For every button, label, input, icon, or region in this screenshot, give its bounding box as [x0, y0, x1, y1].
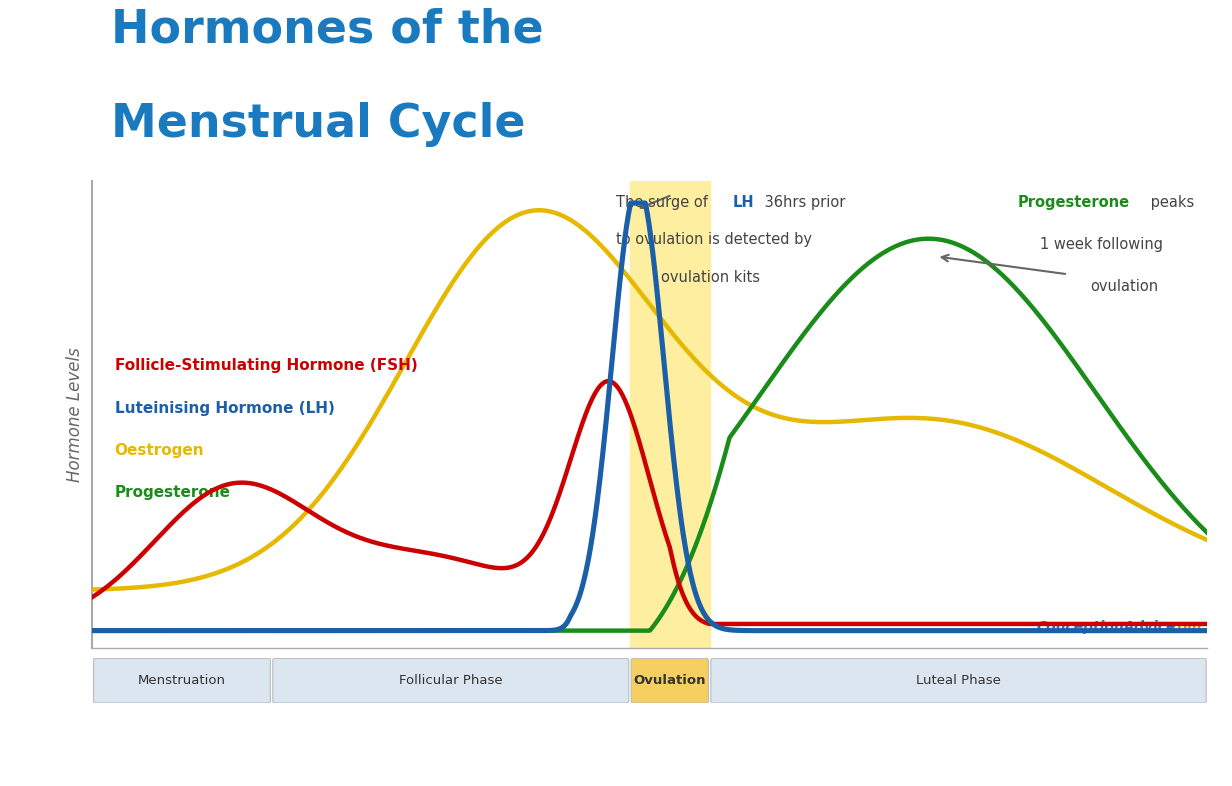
Y-axis label: Hormone Levels: Hormone Levels	[67, 347, 84, 482]
FancyBboxPatch shape	[272, 659, 628, 703]
Text: peaks: peaks	[1146, 195, 1194, 210]
Text: 36hrs prior: 36hrs prior	[760, 195, 845, 210]
FancyBboxPatch shape	[631, 659, 708, 703]
Text: ovulation kits: ovulation kits	[662, 270, 760, 285]
Text: Follicle-Stimulating Hormone (FSH): Follicle-Stimulating Hormone (FSH)	[115, 358, 418, 373]
Text: Day 28: Day 28	[1133, 729, 1195, 744]
Text: Luteinising Hormone (LH): Luteinising Hormone (LH)	[115, 401, 335, 416]
Text: Progesterone: Progesterone	[115, 485, 230, 500]
Text: Hormones of the: Hormones of the	[111, 8, 543, 53]
Text: Oestrogen: Oestrogen	[115, 443, 205, 457]
Text: Start of Cycle: Start of Cycle	[105, 729, 228, 744]
Text: Menstruation: Menstruation	[138, 674, 225, 687]
Text: Menstrual Cycle: Menstrual Cycle	[111, 102, 525, 147]
Text: ovulation: ovulation	[1090, 279, 1158, 294]
Text: Luteal Phase: Luteal Phase	[917, 674, 1000, 687]
Text: ConceptionAdvice: ConceptionAdvice	[1037, 620, 1177, 634]
Text: Progesterone: Progesterone	[1018, 195, 1130, 210]
Text: LH: LH	[732, 195, 754, 210]
Text: Follicular Phase: Follicular Phase	[399, 674, 503, 687]
Text: to ovulation is detected by: to ovulation is detected by	[616, 232, 812, 248]
Text: Ovulation: Ovulation	[633, 674, 706, 687]
Text: Day 14: Day 14	[618, 729, 681, 744]
Text: Day 7: Day 7	[346, 729, 397, 744]
Text: 1 week following: 1 week following	[1040, 237, 1163, 252]
FancyBboxPatch shape	[711, 659, 1206, 703]
FancyBboxPatch shape	[94, 659, 270, 703]
Bar	[630, 181, 710, 648]
Text: Day 21: Day 21	[898, 729, 960, 744]
Text: The surge of: The surge of	[616, 195, 713, 210]
Text: .com: .com	[1164, 620, 1201, 634]
